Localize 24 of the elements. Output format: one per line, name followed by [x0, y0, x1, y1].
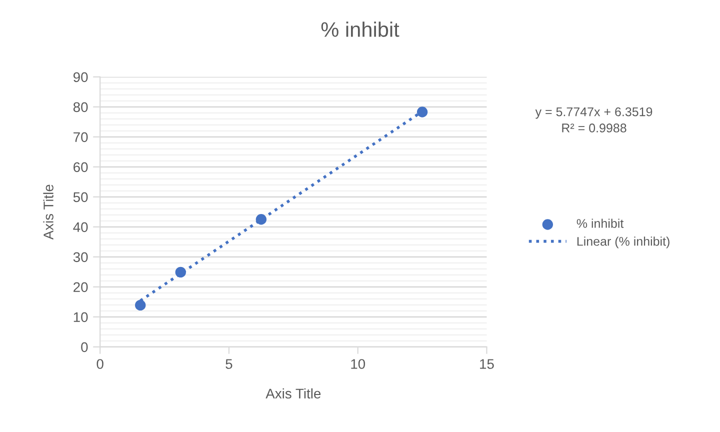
y-tick-label: 50 [73, 192, 88, 202]
x-tick-label: 5 [226, 359, 232, 369]
x-tick-label: 15 [480, 359, 494, 369]
y-tick-label: 40 [73, 222, 88, 232]
y-tick-label: 90 [73, 72, 88, 82]
y-tick-label: 30 [73, 252, 88, 262]
legend-label: Linear (% inhibit) [577, 236, 670, 248]
y-tick-label: 10 [74, 312, 88, 322]
x-axis-title: Axis Title [266, 388, 321, 399]
point [256, 214, 267, 225]
x-tick-label: 0 [96, 359, 104, 369]
chart-title: % inhibit [321, 22, 400, 37]
legend-label: % inhibit [576, 218, 624, 228]
y-tick-label: 70 [74, 132, 88, 142]
x-tick-label: 10 [351, 359, 366, 369]
point [135, 300, 146, 311]
y-tick-label: 60 [74, 162, 88, 172]
y-tick-label: 80 [73, 102, 88, 112]
point [175, 266, 186, 278]
point [416, 106, 428, 118]
y-tick-label: 0 [81, 342, 88, 352]
y-tick-label: 20 [74, 282, 88, 292]
y-axis-title: Axis Title [43, 184, 54, 240]
text: y = 5.7747x + 6.3519 R² = 0.9988 [535, 107, 652, 132]
